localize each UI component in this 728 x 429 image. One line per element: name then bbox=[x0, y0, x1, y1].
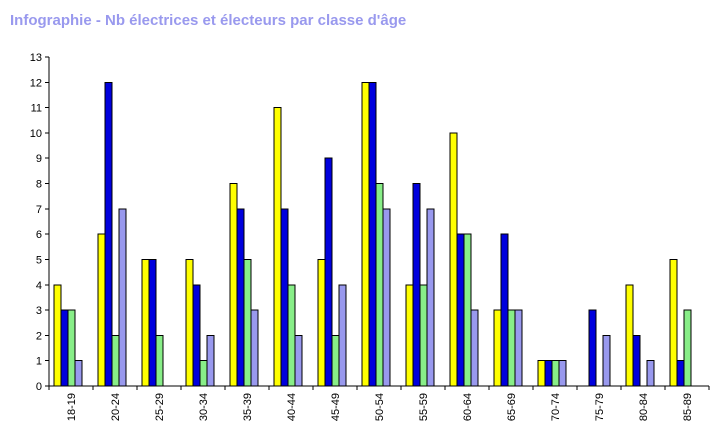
bar-25-29-series-3 bbox=[155, 334, 164, 387]
bar-20-24-series-2 bbox=[104, 81, 113, 387]
y-tick-label: 7 bbox=[36, 204, 42, 216]
x-tick-label: 18-19 bbox=[66, 393, 78, 421]
bar-20-24-series-3 bbox=[111, 334, 120, 387]
bar-65-69-series-4 bbox=[514, 309, 523, 387]
x-tick-label: 30-34 bbox=[198, 393, 210, 421]
bar-85-89-series-3 bbox=[683, 309, 692, 387]
bar-80-84-series-1 bbox=[625, 284, 634, 387]
bar-35-39-series-1 bbox=[229, 183, 238, 387]
bar-30-34-series-4 bbox=[206, 334, 215, 387]
bar-75-79-series-4 bbox=[602, 334, 611, 387]
bar-55-59-series-3 bbox=[419, 284, 428, 387]
bar-50-54-series-1 bbox=[361, 81, 370, 387]
bar-65-69-series-1 bbox=[493, 309, 502, 387]
bar-70-74-series-3 bbox=[551, 360, 560, 387]
bar-30-34-series-2 bbox=[192, 284, 201, 387]
bar-55-59-series-1 bbox=[405, 284, 414, 387]
bar-35-39-series-2 bbox=[236, 208, 245, 387]
x-tick-label: 40-44 bbox=[286, 393, 298, 421]
y-tick-label: 1 bbox=[36, 356, 42, 368]
bar-65-69-series-3 bbox=[507, 309, 516, 387]
bar-85-89-series-2 bbox=[676, 360, 685, 387]
bar-70-74-series-2 bbox=[544, 360, 553, 387]
y-tick-label: 5 bbox=[36, 254, 42, 266]
bar-45-49-series-4 bbox=[338, 284, 347, 387]
bar-25-29-series-1 bbox=[141, 258, 150, 387]
bar-20-24-series-4 bbox=[118, 208, 127, 387]
y-tick-label: 12 bbox=[30, 77, 42, 89]
chart-title: Infographie - Nb électrices et électeurs… bbox=[10, 12, 407, 29]
bar-45-49-series-2 bbox=[324, 157, 333, 387]
bar-70-74-series-4 bbox=[558, 360, 567, 387]
bar-18-19-series-1 bbox=[53, 284, 62, 387]
bars-layer bbox=[53, 81, 692, 387]
y-tick-label: 13 bbox=[30, 52, 42, 64]
bar-50-54-series-2 bbox=[368, 81, 377, 387]
bar-50-54-series-3 bbox=[375, 183, 384, 387]
bar-55-59-series-4 bbox=[426, 208, 435, 387]
bar-18-19-series-2 bbox=[60, 309, 69, 387]
x-tick-label: 50-54 bbox=[374, 393, 386, 421]
x-tick-label: 65-69 bbox=[506, 393, 518, 421]
bar-40-44-series-1 bbox=[273, 107, 282, 387]
bar-50-54-series-4 bbox=[382, 208, 391, 387]
bar-80-84-series-2 bbox=[632, 334, 641, 387]
bar-60-64-series-1 bbox=[449, 132, 458, 387]
bar-55-59-series-2 bbox=[412, 183, 421, 387]
y-tick-label: 10 bbox=[30, 128, 42, 140]
x-tick-label: 85-89 bbox=[682, 393, 694, 421]
y-tick-label: 3 bbox=[36, 305, 42, 317]
bar-45-49-series-3 bbox=[331, 334, 340, 387]
y-tick-label: 6 bbox=[36, 229, 42, 241]
bar-30-34-series-3 bbox=[199, 360, 208, 387]
x-tick-label: 35-39 bbox=[242, 393, 254, 421]
bar-40-44-series-2 bbox=[280, 208, 289, 387]
bar-70-74-series-1 bbox=[537, 360, 546, 387]
bar-18-19-series-3 bbox=[67, 309, 76, 387]
x-tick-label: 60-64 bbox=[462, 393, 474, 421]
bar-80-84-series-4 bbox=[646, 360, 655, 387]
x-tick-label: 70-74 bbox=[550, 393, 562, 421]
bar-65-69-series-2 bbox=[500, 233, 509, 387]
bar-60-64-series-3 bbox=[463, 233, 472, 387]
x-tick-label: 75-79 bbox=[594, 393, 606, 421]
bar-75-79-series-2 bbox=[588, 309, 597, 387]
y-tick-label: 9 bbox=[36, 153, 42, 165]
bar-85-89-series-1 bbox=[669, 258, 678, 387]
x-tick-label: 80-84 bbox=[638, 393, 650, 421]
y-tick-label: 11 bbox=[31, 103, 42, 115]
y-tick-label: 4 bbox=[36, 280, 42, 292]
bar-60-64-series-2 bbox=[456, 233, 465, 387]
x-tick-label: 25-29 bbox=[154, 393, 166, 421]
y-tick-label: 2 bbox=[36, 330, 42, 342]
bar-60-64-series-4 bbox=[470, 309, 479, 387]
bar-35-39-series-4 bbox=[250, 309, 259, 387]
y-tick-label: 0 bbox=[36, 381, 42, 393]
bar-20-24-series-1 bbox=[97, 233, 106, 387]
bar-45-49-series-1 bbox=[317, 258, 326, 387]
bar-35-39-series-3 bbox=[243, 258, 252, 387]
x-tick-label: 45-49 bbox=[330, 393, 342, 421]
x-tick-label: 20-24 bbox=[110, 393, 122, 421]
bar-30-34-series-1 bbox=[185, 258, 194, 387]
bar-40-44-series-4 bbox=[294, 334, 303, 387]
bar-25-29-series-2 bbox=[148, 258, 157, 387]
x-tick-label: 55-59 bbox=[418, 393, 430, 421]
y-tick-label: 8 bbox=[36, 179, 42, 191]
bar-18-19-series-4 bbox=[74, 360, 83, 387]
bar-40-44-series-3 bbox=[287, 284, 296, 387]
